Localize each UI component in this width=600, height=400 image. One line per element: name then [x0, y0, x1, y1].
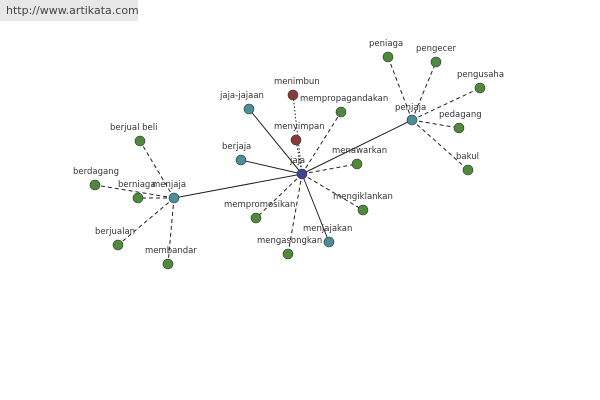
node-label: berjaja [222, 142, 251, 152]
edge [240, 159, 303, 175]
node [250, 212, 262, 224]
node [430, 56, 442, 68]
node [335, 106, 347, 118]
node-label: mengiklankan [333, 192, 393, 202]
edge [387, 56, 413, 121]
node [462, 164, 474, 176]
edge [117, 197, 175, 246]
edge [301, 119, 413, 175]
edge [255, 173, 303, 219]
node [89, 179, 101, 191]
node-label: pengusaha [457, 70, 504, 80]
edge [295, 139, 303, 175]
edge [411, 119, 460, 129]
node-label: menjaja [152, 180, 186, 190]
node-label: menjajakan [303, 224, 352, 234]
node-label: membandar [145, 246, 197, 256]
edge [411, 61, 437, 121]
node-label: berjual beli [110, 123, 158, 133]
edge [301, 111, 342, 175]
node [351, 158, 363, 170]
node [243, 103, 255, 115]
edge [411, 119, 469, 171]
node [162, 258, 174, 270]
node [323, 236, 335, 248]
node-label: menimbun [274, 77, 320, 87]
node-label: jaja-jajaan [219, 91, 264, 101]
edge [292, 94, 303, 175]
node-label: pengecer [416, 44, 457, 54]
node [132, 192, 144, 204]
node-label: bakul [456, 152, 479, 162]
node [453, 122, 465, 134]
node-label: penjaja [395, 103, 426, 113]
node-label: menawarkan [332, 146, 387, 156]
edge [301, 173, 330, 243]
node-label: mengasongkan [257, 236, 322, 246]
node [382, 51, 394, 63]
node-label: pedagang [439, 110, 482, 120]
edge [94, 184, 175, 199]
node [168, 192, 180, 204]
node [474, 82, 486, 94]
node-label: berjualan [95, 227, 135, 237]
node [134, 135, 146, 147]
node [235, 154, 247, 166]
node [282, 248, 294, 260]
node-label: peniaga [369, 39, 403, 49]
node [406, 114, 418, 126]
edge [248, 108, 303, 175]
node-label: berdagang [73, 167, 119, 177]
node [287, 89, 299, 101]
watermark: http://www.artikata.com [0, 0, 139, 21]
edge [173, 173, 303, 199]
node-label: jaja [289, 156, 305, 166]
edge [411, 87, 481, 121]
edge [301, 173, 364, 211]
node [290, 134, 302, 146]
node-label: mempromosikan [224, 200, 295, 210]
node-label: menyimpan [274, 122, 325, 132]
node [357, 204, 369, 216]
node [112, 239, 124, 251]
node-label: mempropagandakan [300, 94, 388, 104]
edge [301, 163, 358, 175]
node-label: berniaga [118, 180, 156, 190]
node [296, 168, 308, 180]
